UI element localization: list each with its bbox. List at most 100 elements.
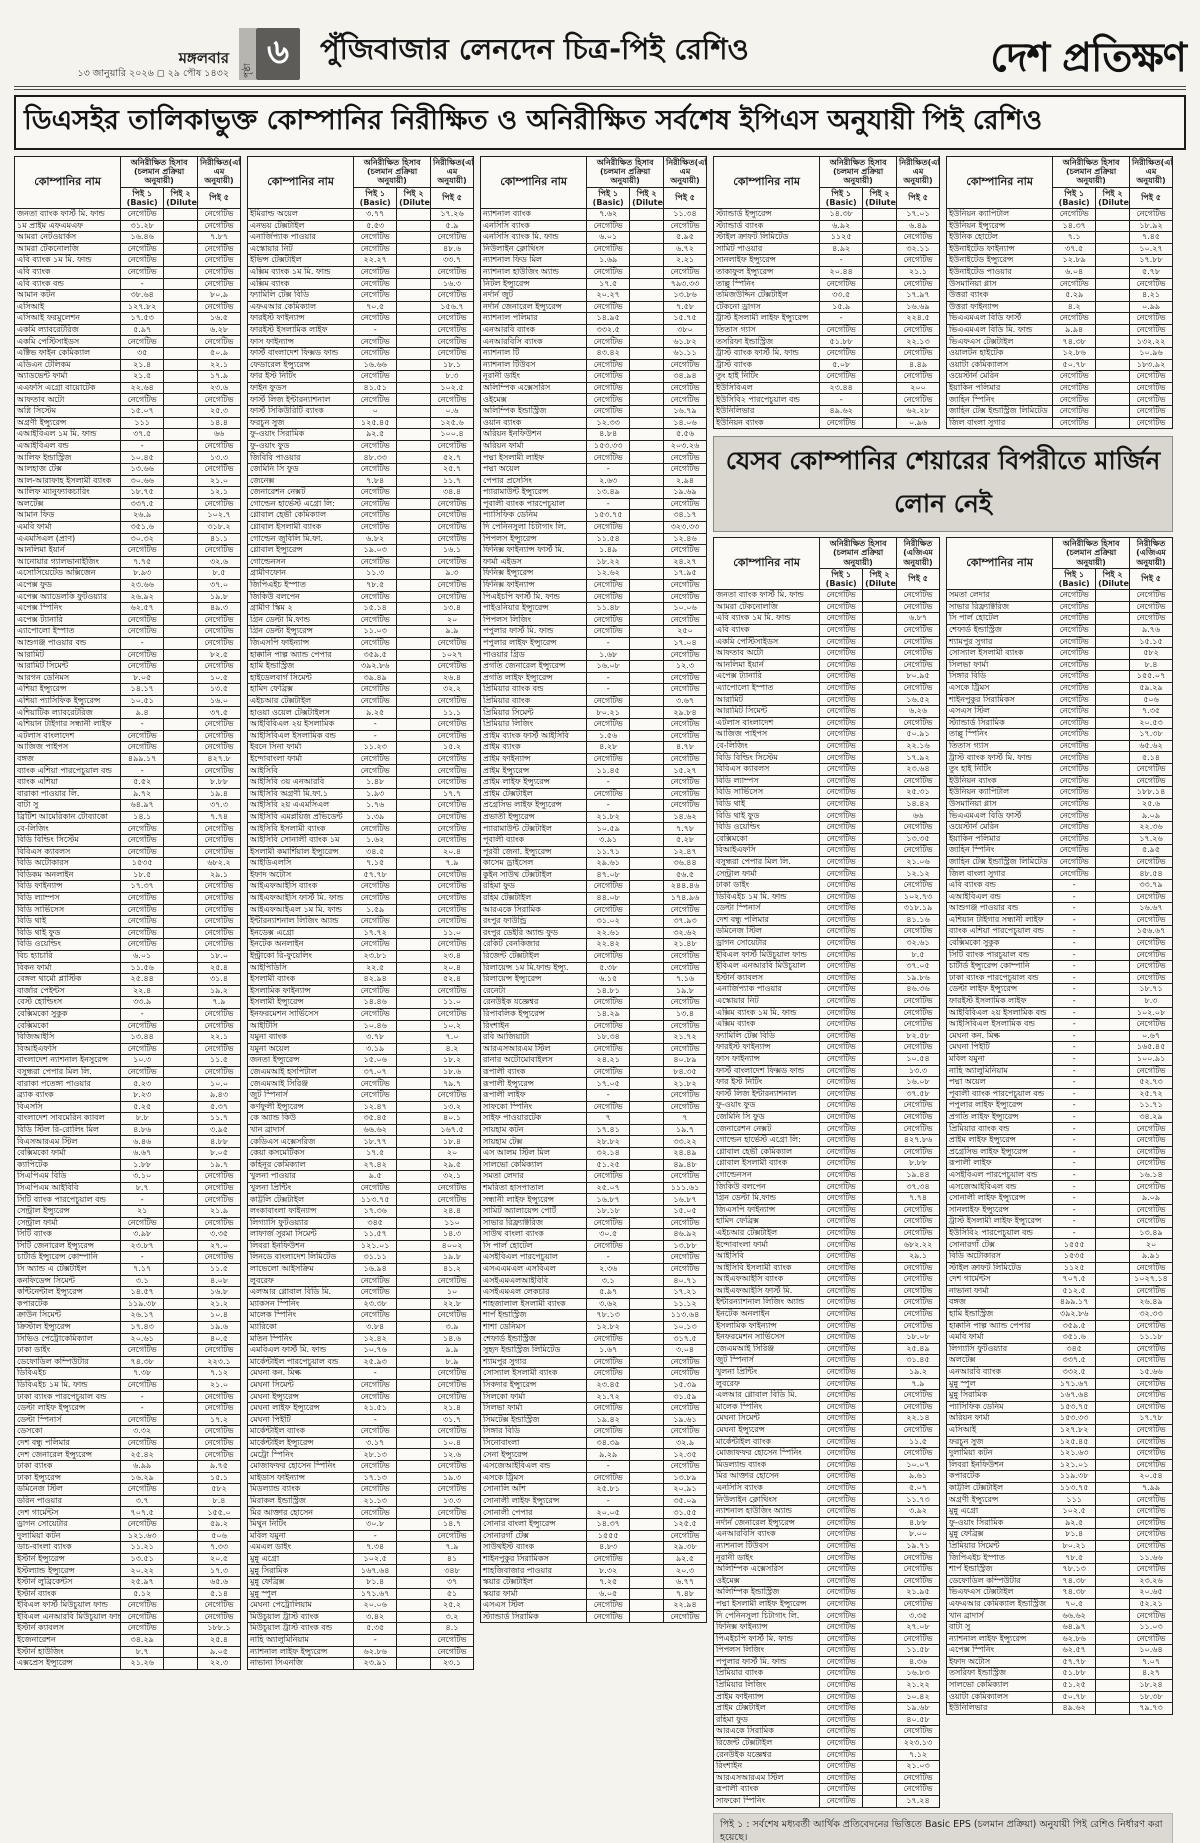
pe5-value: ১০.৪: [430, 1436, 474, 1450]
pe1-value: নেগেটিভ: [819, 1493, 864, 1507]
table-row: প্রিমিয়ার সিমেন্ট ৮০.২১ ২৯.৮৪: [479, 706, 707, 720]
company-name: আইপিডিসি: [246, 961, 355, 975]
pe1-value: নেগেটিভ: [819, 1180, 864, 1194]
pe1-value: নেগেটিভ: [819, 1365, 864, 1379]
pe5-value: ১৩.৪: [663, 1007, 707, 1021]
table-row: হামিদ ফেব্রিক্স নেগেটিভ নেগেটিভ: [712, 1215, 940, 1228]
pe5-value: ৭.৯: [430, 857, 474, 870]
company-name: মেঘনা পিইটি: [246, 1413, 355, 1427]
pe5-value: ৩১.৫৯: [663, 1390, 707, 1404]
table-row: বেস্ট হোল্ডিংস ৩৩.৯ ৭.৯: [13, 996, 241, 1009]
pe1-value: নেগেটিভ: [353, 1274, 398, 1288]
pe1-value: নেগেটিভ: [819, 1447, 864, 1460]
pe5-value: নেগেটিভ: [1129, 589, 1173, 602]
pe2-value: [862, 1377, 898, 1391]
company-name: ইভিন্স টেক্সটাইল: [246, 254, 355, 267]
pe2-value: [396, 1193, 432, 1206]
table-row: মার্কেন্টাইল পারপেচুয়াল বন্ড ২৫.৯৩ ৮.৯: [246, 1355, 474, 1369]
pe1-value: ৫৭.৭৮: [1052, 1655, 1097, 1669]
pe1-value: ১১.২১: [120, 1541, 165, 1554]
table-row: আইপিডিসি ২২.৫ ২০.৪: [246, 961, 474, 975]
company-name: শেফার্ড ইন্ডাস্ট্রিজ: [479, 1332, 588, 1346]
pe5-value: ৩৬.৪৪: [663, 857, 707, 870]
pe2-value: [629, 1251, 665, 1264]
pe2-value: [1095, 1632, 1131, 1646]
pe1-value: ৫১.৮৮: [819, 335, 864, 349]
company-name: চার্টার্ড ইন্স্যুরেন্স কোম্পানি: [945, 960, 1054, 973]
company-name: নর্দার্ন জুট: [479, 289, 588, 302]
pe2-value: [1095, 589, 1131, 602]
pe1-value: ৫.২৯: [1052, 289, 1097, 302]
pe2-value: [629, 486, 665, 499]
pe1-value: ১৮.৭৭: [353, 1135, 398, 1149]
table-row: খুলনা প্রিন্টিং নেগেটিভ ১৯.২: [712, 1365, 940, 1379]
pe2-value: [862, 1516, 898, 1530]
pe5-value: ০.৯৬: [896, 416, 940, 430]
table-row: এশিয়া প্যাসিফিক ইন্স্যুরেন্স ১০.৫১ ১৬.০: [13, 694, 241, 708]
table-row: ফিনিক্স ইন্স্যুরেন্স ১২.৬২ ১৭.৯৫: [479, 567, 707, 580]
company-name: খুলনা পাওয়ার: [246, 1170, 355, 1183]
pe1-value: ২৩.৮৭: [120, 1239, 165, 1253]
pe2-value: [629, 810, 665, 824]
table-row: আইসিবি সোনালী ব্যাংক ১ম ১.৬২ নেগেটিভ: [246, 834, 474, 847]
pe5-value: ১৮.৯২: [1129, 219, 1173, 233]
pe1-value: নেগেটিভ: [819, 1458, 864, 1472]
table-row: প্যারামাউন্ট ইন্স্যুরেন্স ১৩.৪৯ ১৯.৬৯: [479, 486, 707, 499]
pe2-value: [163, 370, 199, 383]
table-row: শ্যামপুর সুগার নেগেটিভ নেগেটিভ: [479, 1355, 707, 1369]
pe5-value: নেগেটিভ: [1129, 1493, 1173, 1507]
pe5-value: ৪১.১: [197, 532, 241, 546]
pe5-value: নেগেটিভ: [1129, 1447, 1173, 1460]
pe1-value: নেগেটিভ: [353, 1181, 398, 1195]
table-row: মাইডাস ফাইন্যান্স ১৭.১৩ ১৯.৩: [246, 1471, 474, 1485]
company-name: শাশা ডেনিমস: [479, 1320, 588, 1334]
company-name: সোনালী লাইফ ইন্স্যুরেন্স: [945, 1192, 1054, 1205]
pe2-value: [862, 1702, 898, 1715]
table-row: এসজেআইবিএল বন্ড - নেগেটিভ: [479, 1460, 707, 1473]
pe2-value: [862, 1354, 898, 1367]
pe1-value: নেগেটিভ: [353, 1089, 398, 1102]
company-name: জিকিউ বলপেন: [246, 590, 355, 604]
pe5-value: ১০.০৬: [663, 602, 707, 615]
table-row: ফার্স্ট লিজ ইন্টারন্যাশনাল নেগেটিভ নেগেটিভ: [246, 393, 474, 407]
pe1-value: ৩.৭৭: [353, 207, 398, 221]
table-row: ইউনিয়ন ইন্স্যুরেন্স ১৪.৩৭ ১৮.৯২: [945, 219, 1173, 233]
table-row: এক্সিম ব্যাংক ১ম মি. ফান্ড নেগেটিভ নেগেটিভ: [712, 1006, 940, 1020]
pe5-value: নেগেটিভ: [663, 1251, 707, 1264]
table-header: কোম্পানির নাম অনিরীক্ষিত হিসাব (চলমান প্র…: [712, 156, 940, 209]
company-name: বিডি ওয়েল্ডিং: [13, 938, 122, 951]
pe2-value: [396, 741, 432, 754]
table-row: শাইনপুকুর সিরামিকস নেগেটিভ ৫০৬: [945, 693, 1173, 707]
company-name: ইসলামী ইন্স্যুরেন্স: [246, 996, 355, 1009]
pe2-value: [396, 1274, 432, 1288]
pe5-value: নেগেটিভ: [663, 718, 707, 731]
pe2-value: [163, 520, 199, 534]
table-row: ফাইন ফুডস ৪১.৫১ ১০২.৫: [246, 381, 474, 395]
table-row: ফাস ফাইন্যান্স নেগেটিভ ১০.৫৪: [712, 1052, 940, 1066]
table-row: জাহিন টেক্স ইন্ডাস্ট্রিজ লিমিটেড নেগেটিভ ন…: [945, 405, 1173, 418]
company-name: সায়হাম টেক্স: [479, 1135, 588, 1149]
pe1-value: -: [1052, 1203, 1097, 1217]
pe1-value: ৪৯.৬২: [1052, 1702, 1097, 1715]
pe5-value: নেগেটিভ: [896, 994, 940, 1008]
pe5-value: ৭.০৭: [1129, 1655, 1173, 1669]
pe5-value: নেগেটিভ: [197, 660, 241, 673]
pe5-value: ৭.৯৯: [1129, 1481, 1173, 1495]
company-name: পিপলস লিজিং: [479, 613, 588, 627]
pe1-value: ১৩.৪৯: [586, 486, 631, 499]
table-row: আইডিএলসি ৭.১৫ ৭.৯: [246, 857, 474, 870]
table-row: ন্যাশনাল টিউবস নেগেটিভ ১৯.৭১: [712, 1539, 940, 1553]
pe1-value: নেগেটিভ: [1052, 751, 1097, 765]
pe5-value: নেগেটিভ: [197, 613, 241, 627]
pe2-value: [862, 1365, 898, 1379]
company-name: জনতা ইন্স্যুরেন্স: [246, 1054, 355, 1067]
table-row: বেক্সিমকো নেগেটিভ নেগেটিভ: [13, 1019, 241, 1033]
pe5-value: ১০২.০৮: [1129, 1006, 1173, 1020]
pe1-value: ১০.৫১: [120, 694, 165, 708]
pe1-value: নেগেটিভ: [120, 915, 165, 928]
table-row: বে-লিজিং নেগেটিভ ২২.১৬: [712, 739, 940, 753]
table-row: এআইবিএল বন্ড - নেগেটিভ: [13, 439, 241, 453]
pe1-value: -: [1052, 936, 1097, 950]
pe5-value: ৫.৯: [430, 219, 474, 233]
pe1-value: ৩০.৫: [586, 1228, 631, 1241]
